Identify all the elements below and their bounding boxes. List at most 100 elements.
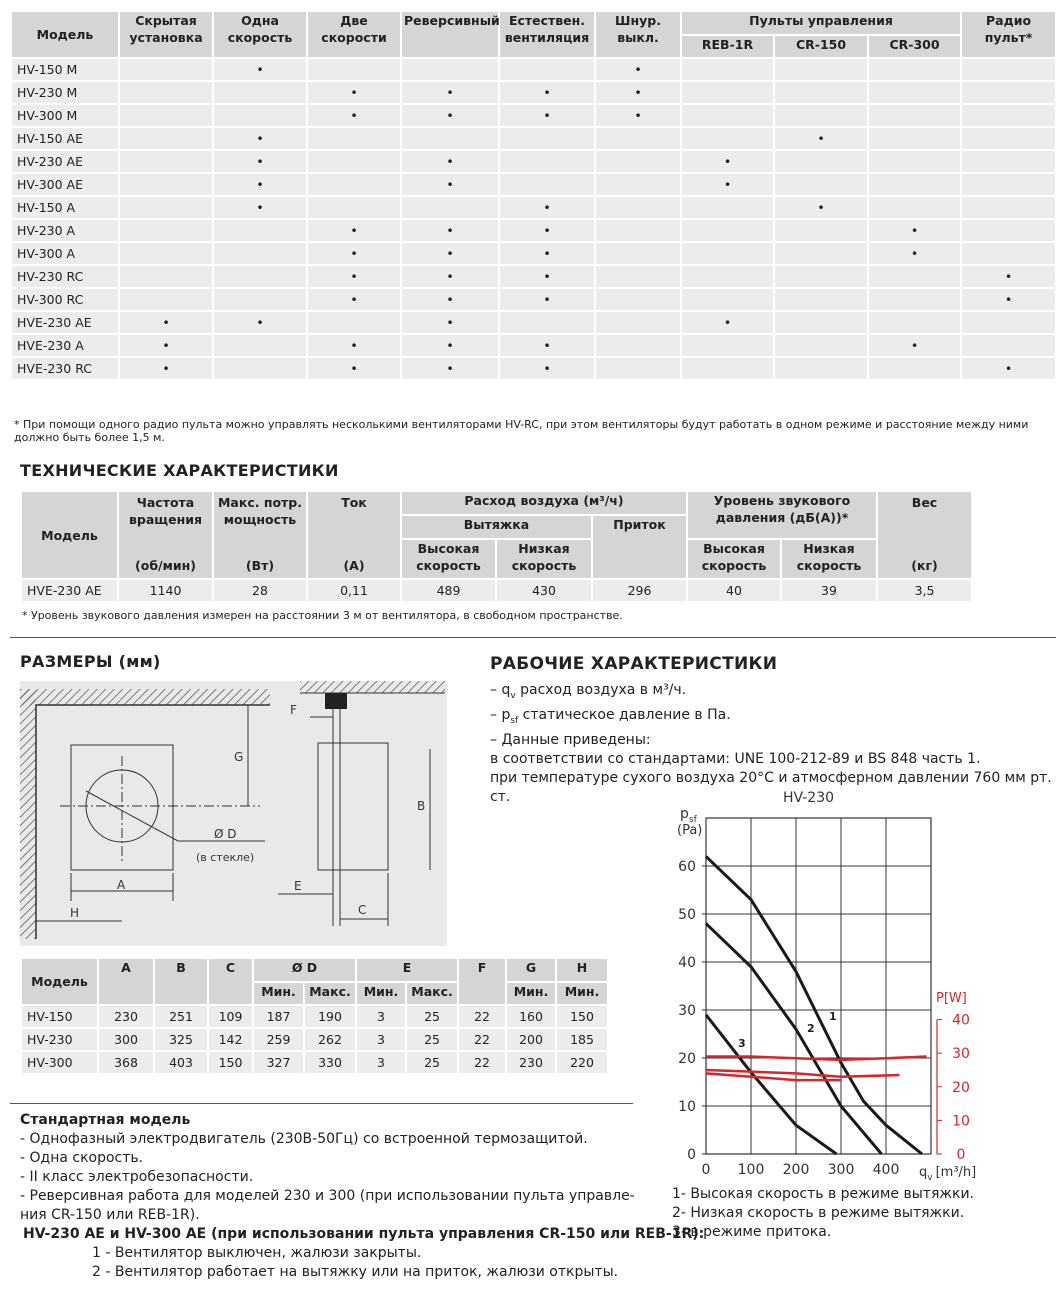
cell: •	[680, 172, 775, 197]
header-stack: Ток (А)	[310, 492, 398, 574]
cell: HV-230	[20, 1027, 99, 1052]
cell	[866, 172, 963, 197]
cell	[680, 195, 775, 220]
label-b: B	[417, 799, 425, 813]
cell: 0,11	[306, 578, 402, 603]
cell: •	[498, 195, 596, 220]
header-stack: Вес (кг)	[880, 492, 969, 574]
cell	[960, 172, 1058, 197]
legend-entry: 2- Низкая скорость в режиме вытяжки.	[672, 1205, 965, 1221]
cell: •	[118, 356, 214, 381]
y2-tick-label: 20	[952, 1080, 970, 1096]
cell: •	[866, 333, 963, 358]
cell	[866, 356, 963, 381]
cell	[118, 218, 214, 243]
cell	[680, 103, 775, 128]
cell: 150	[555, 1004, 610, 1029]
dimensions-table: Модель A B C Ø D E F G H Мин. Макс. Мин. Макс. Мин. Ми…	[20, 957, 610, 1075]
cell	[594, 195, 682, 220]
cell	[594, 126, 682, 151]
cell: •	[306, 356, 402, 381]
header-cell: Мин.	[355, 981, 408, 1006]
cell	[866, 287, 963, 312]
y-tick-label: 0	[687, 1147, 696, 1163]
header-cell: H	[555, 957, 610, 983]
cell: •	[680, 310, 775, 335]
cell	[118, 264, 214, 289]
cell: •	[498, 287, 596, 312]
cell: •	[306, 218, 402, 243]
header-cell: Ø D	[251, 957, 358, 983]
cell	[594, 241, 682, 266]
header-cell: CR-150	[773, 34, 869, 59]
header-cell: Макс.	[302, 981, 358, 1006]
dimensions-title: РАЗМЕРЫ (мм)	[20, 652, 161, 671]
subscript: v	[927, 1173, 933, 1183]
y2-axis-label: P[W]	[936, 991, 967, 1006]
header-row: REB-1R CR-150 CR-300	[11, 34, 1056, 59]
cell: •	[594, 80, 682, 105]
header-unit: (Вт)	[245, 558, 275, 573]
cell: 325	[153, 1027, 209, 1052]
header-stack: Макс. потр. мощность (Вт)	[216, 492, 304, 574]
text: [m³/h]	[936, 1165, 977, 1180]
cell: 368	[97, 1050, 155, 1075]
cell	[773, 103, 869, 128]
cell: •	[498, 218, 596, 243]
cell: •	[866, 218, 963, 243]
header-cell: Вес (кг)	[876, 490, 974, 580]
cell	[773, 57, 869, 82]
row: HVE-230 AE 1140 28 0,11 489 430 296 40 39 3,5	[20, 578, 974, 603]
header-row: Модель Скрытая установка Одна скорость Две …	[10, 10, 1058, 59]
cell	[866, 264, 963, 289]
cell: 430	[495, 578, 593, 603]
cell	[866, 310, 963, 335]
chart-title: HV-230	[783, 790, 834, 806]
cell: •	[866, 241, 963, 266]
cell	[594, 287, 682, 312]
features-table: Модель Скрытая установка Одна скорость Две …	[10, 10, 1058, 381]
model-cell: HV-150 A	[10, 195, 120, 220]
cell: •	[400, 333, 500, 358]
cell	[960, 103, 1058, 128]
header-unit: (об/мин)	[135, 558, 196, 573]
text: p	[680, 806, 689, 822]
model-cell: HVE-230 AE	[10, 310, 120, 335]
header-cell: Радио пульт*	[960, 10, 1058, 59]
cell: 327	[252, 1050, 305, 1075]
label-glass: (в стекле)	[196, 851, 254, 864]
header-cell: Макс. потр. мощность (Вт)	[212, 490, 308, 580]
y-tick-label: 10	[678, 1099, 696, 1115]
performance-line: – Данные приведены:	[490, 731, 1064, 750]
cell	[118, 103, 214, 128]
header-cell: Естествен. вентиляция	[498, 10, 596, 59]
cell	[866, 80, 963, 105]
tech-title: ТЕХНИЧЕСКИЕ ХАРАКТЕРИСТИКИ	[20, 461, 339, 480]
model-cell: HV-230 AE	[10, 149, 120, 174]
cell: •	[594, 103, 682, 128]
data-line	[706, 1055, 927, 1062]
model-cell: HV-300 A	[10, 241, 120, 266]
cell: 300	[97, 1027, 155, 1052]
cell	[594, 356, 682, 381]
cell: HV-300	[20, 1050, 99, 1075]
cell: •	[212, 57, 308, 82]
cell: 3	[355, 1004, 408, 1029]
header-cell: Макс.	[405, 981, 460, 1006]
data-line	[705, 1068, 900, 1078]
header-unit: (А)	[343, 558, 365, 573]
cell	[960, 195, 1058, 220]
performance-line: при температуре сухого воздуха 20°C и ат…	[490, 769, 1064, 807]
header-cell: Низкая скорость	[495, 538, 593, 580]
cell	[118, 241, 214, 266]
y-tick-label: 50	[678, 907, 696, 923]
y2-tick-label: 40	[952, 1013, 970, 1029]
text: расход воздуха в м³/ч.	[515, 682, 687, 698]
cell	[498, 310, 596, 335]
row: HV-300 A • • • •	[10, 241, 1058, 266]
y2-tick-label: 0	[957, 1147, 966, 1163]
cell	[773, 241, 869, 266]
row: HV-150 A • • •	[10, 195, 1058, 220]
subscript: sf	[510, 715, 519, 726]
label-a: A	[117, 878, 126, 892]
